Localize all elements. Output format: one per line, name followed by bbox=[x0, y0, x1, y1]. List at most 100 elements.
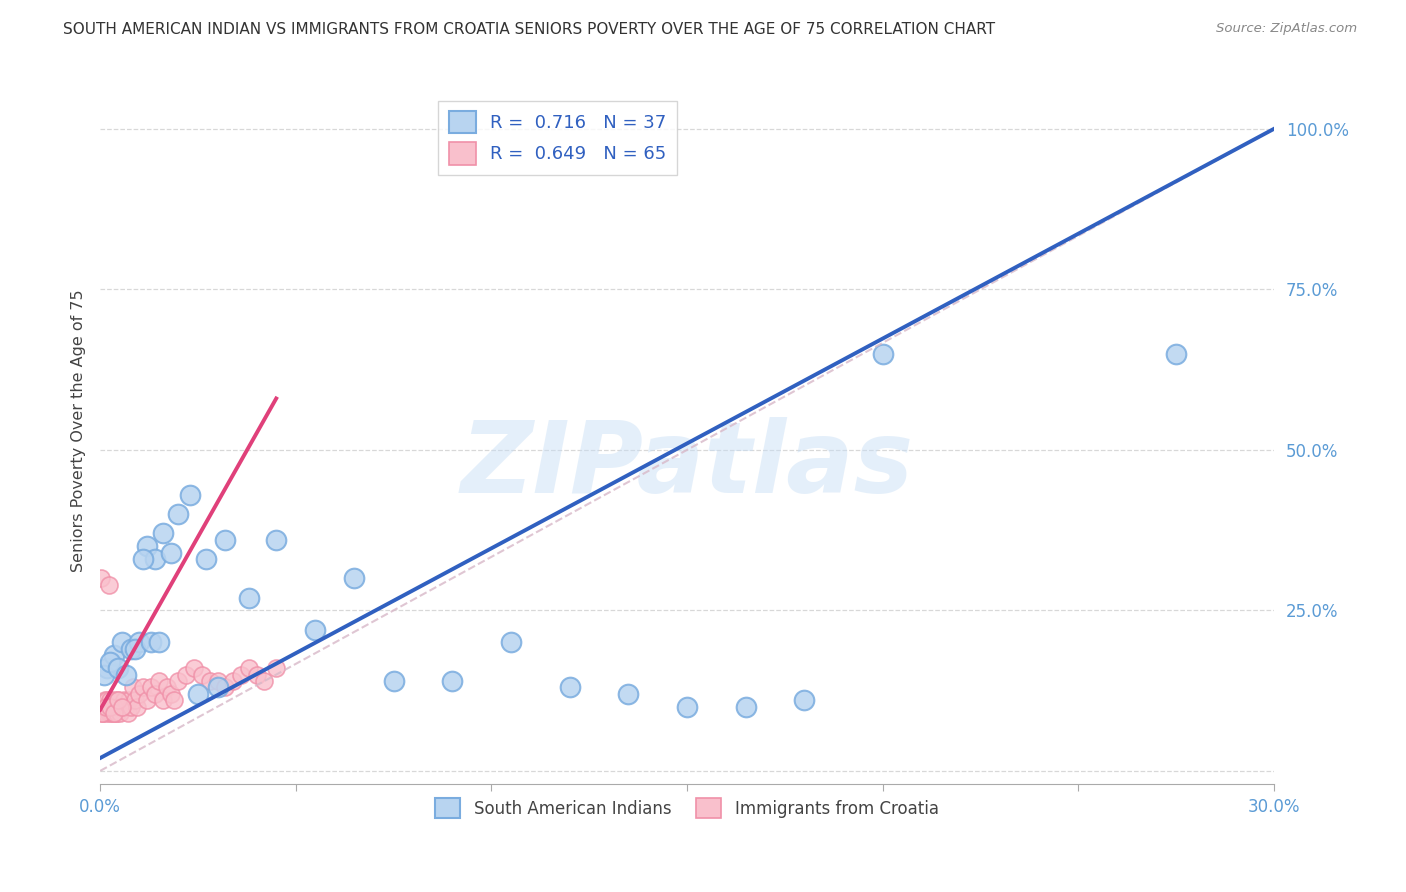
Y-axis label: Seniors Poverty Over the Age of 75: Seniors Poverty Over the Age of 75 bbox=[72, 289, 86, 572]
Point bbox=[143, 687, 166, 701]
Point bbox=[108, 706, 131, 720]
Point bbox=[127, 699, 149, 714]
Point bbox=[94, 699, 117, 714]
Point bbox=[91, 706, 114, 720]
Point bbox=[98, 655, 121, 669]
Point bbox=[93, 699, 115, 714]
Point bbox=[90, 571, 112, 585]
Point bbox=[132, 681, 155, 695]
Point bbox=[94, 699, 117, 714]
Point bbox=[143, 552, 166, 566]
Point bbox=[132, 552, 155, 566]
Point bbox=[104, 699, 127, 714]
Point bbox=[107, 661, 129, 675]
Point bbox=[105, 706, 128, 720]
Point bbox=[103, 648, 125, 663]
Point bbox=[238, 591, 260, 605]
Point bbox=[124, 641, 146, 656]
Point bbox=[222, 673, 245, 688]
Point bbox=[734, 699, 756, 714]
Point bbox=[97, 577, 120, 591]
Point bbox=[120, 699, 142, 714]
Point bbox=[499, 635, 522, 649]
Text: SOUTH AMERICAN INDIAN VS IMMIGRANTS FROM CROATIA SENIORS POVERTY OVER THE AGE OF: SOUTH AMERICAN INDIAN VS IMMIGRANTS FROM… bbox=[63, 22, 995, 37]
Point bbox=[96, 706, 118, 720]
Point bbox=[159, 545, 181, 559]
Point bbox=[91, 706, 114, 720]
Point bbox=[343, 571, 366, 585]
Text: ZIPatlas: ZIPatlas bbox=[461, 417, 914, 515]
Point bbox=[93, 667, 115, 681]
Point bbox=[124, 693, 146, 707]
Point bbox=[136, 539, 159, 553]
Point bbox=[179, 488, 201, 502]
Point bbox=[238, 661, 260, 675]
Point bbox=[187, 687, 209, 701]
Point bbox=[214, 533, 236, 547]
Point bbox=[136, 693, 159, 707]
Point bbox=[101, 699, 124, 714]
Point bbox=[111, 635, 134, 649]
Point bbox=[207, 673, 229, 688]
Point bbox=[163, 693, 186, 707]
Point bbox=[441, 673, 464, 688]
Point bbox=[98, 699, 121, 714]
Point bbox=[103, 693, 125, 707]
Point bbox=[304, 623, 326, 637]
Point bbox=[104, 706, 127, 720]
Point bbox=[107, 693, 129, 707]
Point bbox=[676, 699, 699, 714]
Point bbox=[117, 706, 139, 720]
Point bbox=[264, 533, 287, 547]
Point bbox=[167, 507, 190, 521]
Point bbox=[97, 706, 120, 720]
Point bbox=[107, 693, 129, 707]
Point bbox=[90, 706, 112, 720]
Point bbox=[183, 661, 205, 675]
Point bbox=[91, 699, 114, 714]
Point bbox=[98, 699, 121, 714]
Point bbox=[112, 693, 135, 707]
Point bbox=[128, 635, 150, 649]
Point bbox=[111, 699, 134, 714]
Point bbox=[114, 667, 136, 681]
Point bbox=[122, 681, 145, 695]
Point bbox=[264, 661, 287, 675]
Point bbox=[101, 699, 124, 714]
Point bbox=[191, 667, 214, 681]
Point bbox=[96, 661, 118, 675]
Point bbox=[139, 681, 162, 695]
Point bbox=[96, 693, 118, 707]
Point bbox=[152, 526, 174, 541]
Point bbox=[103, 706, 125, 720]
Point bbox=[103, 706, 125, 720]
Point bbox=[108, 699, 131, 714]
Point bbox=[111, 699, 134, 714]
Legend: South American Indians, Immigrants from Croatia: South American Indians, Immigrants from … bbox=[429, 791, 945, 825]
Point bbox=[194, 552, 217, 566]
Point bbox=[118, 693, 141, 707]
Point bbox=[156, 681, 179, 695]
Point bbox=[139, 635, 162, 649]
Point bbox=[229, 667, 252, 681]
Point bbox=[148, 635, 170, 649]
Text: Source: ZipAtlas.com: Source: ZipAtlas.com bbox=[1216, 22, 1357, 36]
Point bbox=[97, 699, 120, 714]
Point bbox=[1166, 346, 1188, 360]
Point bbox=[253, 673, 276, 688]
Point bbox=[214, 681, 236, 695]
Point bbox=[793, 693, 815, 707]
Point bbox=[98, 693, 121, 707]
Point bbox=[120, 641, 142, 656]
Point bbox=[105, 699, 128, 714]
Point bbox=[100, 706, 122, 720]
Point bbox=[558, 681, 581, 695]
Point bbox=[382, 673, 405, 688]
Point bbox=[152, 693, 174, 707]
Point bbox=[114, 699, 136, 714]
Point bbox=[872, 346, 894, 360]
Point bbox=[207, 681, 229, 695]
Point bbox=[246, 667, 269, 681]
Point bbox=[94, 693, 117, 707]
Point bbox=[148, 673, 170, 688]
